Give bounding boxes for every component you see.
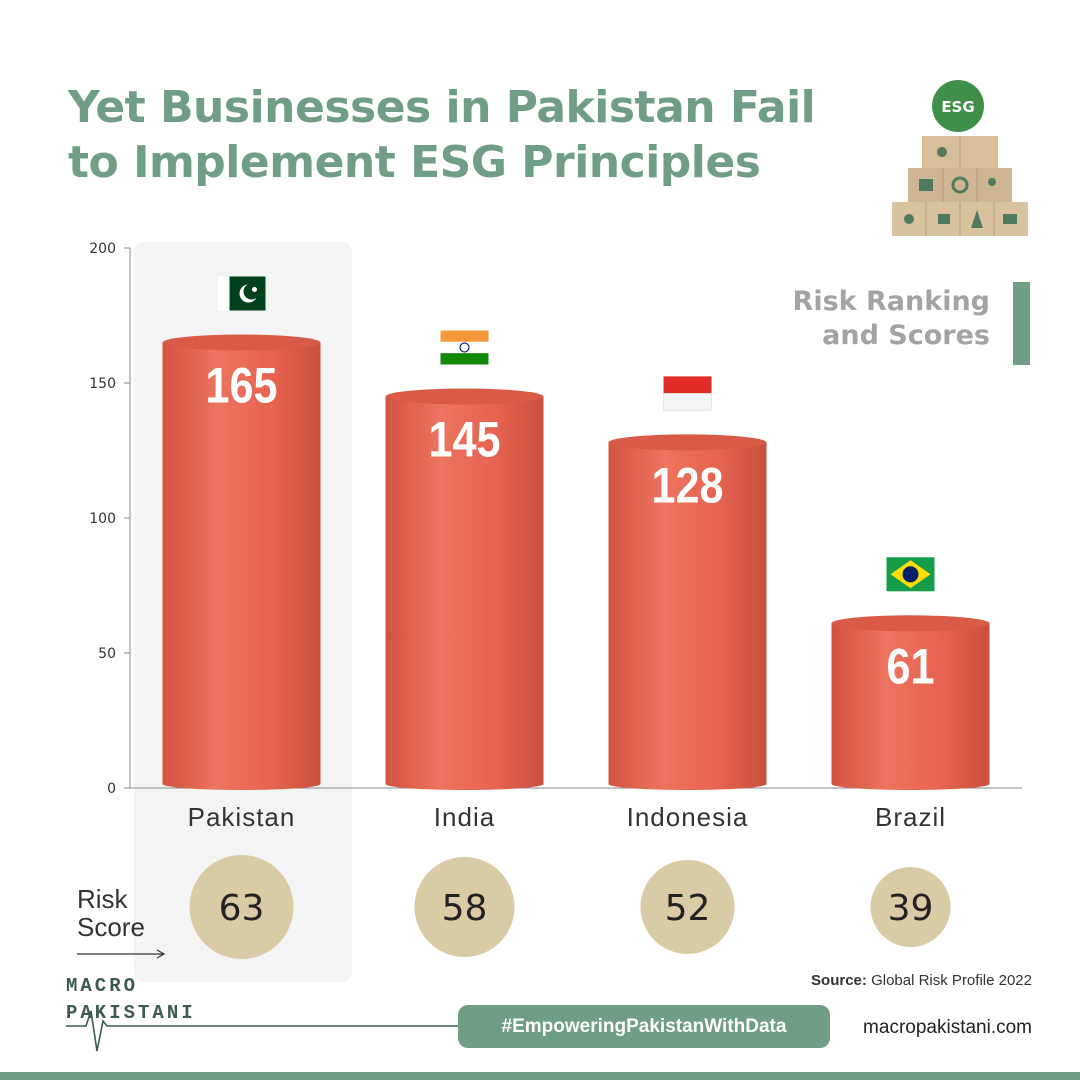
flag-stripe-top <box>663 376 712 394</box>
logo-line-2: PAKISTANI <box>66 1002 196 1024</box>
hashtag-pill[interactable]: #EmpoweringPakistanWithData <box>458 1005 830 1048</box>
logo-line-1: MACRO <box>66 975 139 997</box>
x-tick-label: Indonesia <box>627 802 749 832</box>
risk-score-circle <box>870 867 951 947</box>
x-tick-label: India <box>434 802 495 832</box>
y-tick-label: 0 <box>107 781 116 797</box>
flag-stripe-bottom <box>440 353 489 365</box>
pakistan-flag-icon <box>217 276 266 311</box>
bar-body <box>608 442 767 790</box>
bar-indonesia: 128 <box>608 434 767 790</box>
page-title: Yet Businesses in Pakistan Fail to Imple… <box>68 80 816 190</box>
bar-top-cap <box>385 388 544 405</box>
title-line-1: Yet Businesses in Pakistan Fail <box>68 82 816 133</box>
bar-data-label: 145 <box>429 412 501 468</box>
source-note: Source: Global Risk Profile 2022 <box>811 972 1032 989</box>
logo-pulse-line-icon <box>66 1010 461 1052</box>
bar-top-cap <box>608 434 767 451</box>
chart-subtitle: Risk Ranking and Scores <box>793 285 990 353</box>
risk-score-value: 63 <box>219 888 265 929</box>
bar-data-label: 128 <box>652 457 724 513</box>
india-flag-icon <box>440 330 489 365</box>
x-tick-label: Brazil <box>875 802 946 832</box>
flag-hoist <box>217 276 230 311</box>
website-link[interactable]: macropakistani.com <box>863 1017 1032 1038</box>
risk-score-value: 58 <box>442 888 488 929</box>
bar-brazil: 61 <box>831 615 990 790</box>
risk-score-circle <box>189 855 294 959</box>
risk-label-line-2: Score <box>77 912 145 942</box>
flag-stripe-top <box>440 330 489 342</box>
bar-top-cap <box>162 334 321 351</box>
esg-wooden-blocks-image: ESG <box>892 80 1028 236</box>
brazil-flag-icon <box>886 557 935 592</box>
flag-crescent-cut <box>243 283 260 300</box>
bar-body <box>385 396 544 790</box>
source-text: Global Risk Profile 2022 <box>866 972 1032 989</box>
footer-accent-line <box>0 1072 1080 1080</box>
bar-data-label: 61 <box>887 638 935 694</box>
risk-arrow-icon <box>77 949 166 959</box>
y-tick-label: 200 <box>89 241 116 257</box>
y-tick-label: 100 <box>89 511 116 527</box>
bar-top-cap <box>831 615 990 632</box>
bar-body <box>162 342 321 790</box>
flag-stripe-mid <box>440 341 489 354</box>
risk-score-circle <box>640 860 735 954</box>
indonesia-flag-icon <box>663 376 712 411</box>
title-line-2: to Implement ESG Principles <box>68 137 761 188</box>
source-label: Source: <box>811 972 867 989</box>
risk-score-label: Risk Score <box>77 885 145 941</box>
risk-score-value: 52 <box>665 888 711 929</box>
subtitle-line-1: Risk Ranking <box>792 286 990 317</box>
bar-data-label: 165 <box>206 358 278 414</box>
subtitle-line-2: and Scores <box>822 320 990 351</box>
bar-pakistan: 165 <box>162 334 321 790</box>
bar-body <box>831 623 990 790</box>
flag-star <box>252 287 257 292</box>
bar-india: 145 <box>385 388 544 790</box>
y-tick-label: 150 <box>89 376 116 392</box>
flag-chakra <box>459 342 470 353</box>
flag-globe <box>902 566 919 583</box>
x-tick-label: Pakistan <box>188 802 296 832</box>
y-tick-label: 50 <box>98 646 116 662</box>
subtitle-accent-bar <box>1013 282 1030 365</box>
risk-score-value: 39 <box>888 888 934 929</box>
risk-score-circle <box>414 857 515 957</box>
risk-label-line-1: Risk <box>77 884 128 914</box>
esg-badge-text: ESG <box>941 98 974 116</box>
flag-stripe-bottom <box>663 393 712 411</box>
